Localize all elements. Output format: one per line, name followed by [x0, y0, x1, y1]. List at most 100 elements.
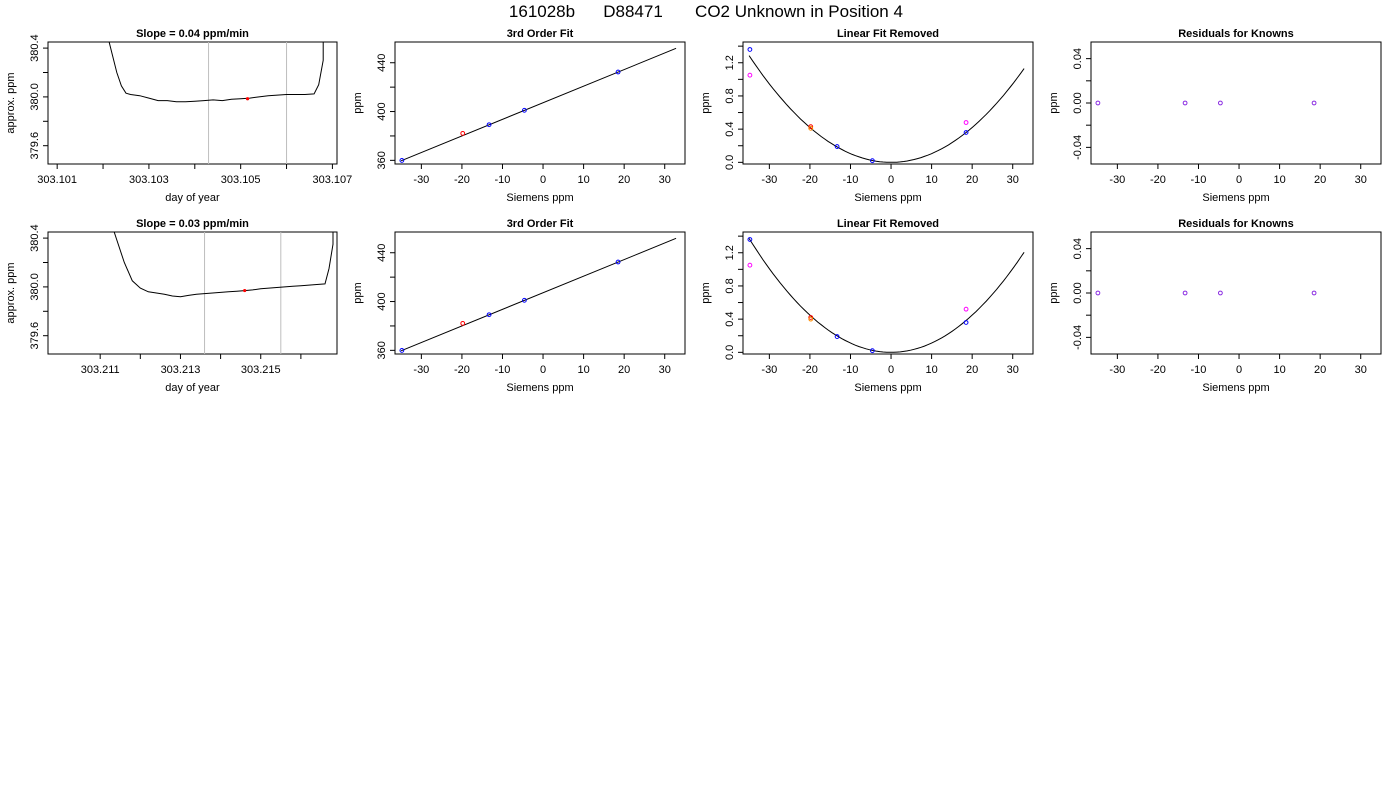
residual-curve — [748, 238, 1025, 353]
residual-curve — [748, 55, 1025, 163]
x-tick-label: 0 — [1236, 364, 1242, 376]
x-tick-label: 0 — [888, 174, 894, 186]
x-axis-label: day of year — [165, 192, 220, 204]
y-axis-label: ppm — [1048, 92, 1060, 113]
known-point — [615, 259, 621, 265]
y-tick-label: 400 — [376, 292, 388, 310]
unknown-point — [460, 130, 466, 136]
y-axis-label: approx. ppm — [5, 72, 17, 133]
x-tick-label: 20 — [618, 364, 630, 376]
known-point — [521, 107, 527, 113]
x-tick-label: 30 — [1355, 364, 1367, 376]
chart-title: 3rd Order Fit — [507, 218, 574, 230]
y-tick-label: 1.2 — [724, 55, 736, 70]
y-tick-label: -0.04 — [1072, 325, 1084, 350]
y-tick-label: 360 — [376, 151, 388, 169]
x-tick-label: 20 — [1314, 174, 1326, 186]
y-tick-label: 0.04 — [1072, 238, 1084, 259]
chart-title: Residuals for Knowns — [1178, 28, 1294, 40]
y-axis-label: ppm — [700, 282, 712, 303]
x-axis-label: Siemens ppm — [854, 192, 921, 204]
x-tick-label: -20 — [454, 174, 470, 186]
plot-frame — [742, 41, 1034, 165]
plot-frame — [1090, 231, 1382, 355]
x-tick-label: -10 — [495, 174, 511, 186]
ppm-trace-line — [108, 42, 324, 103]
plot-frame — [1090, 41, 1382, 165]
y-axis-label: ppm — [352, 92, 364, 113]
chart-title: Linear Fit Removed — [837, 28, 939, 40]
chart-panels: Slope = 0.04 ppm/min day of year approx. p… — [5, 28, 1382, 394]
y-tick-label: 0.0 — [724, 345, 736, 360]
x-tick-label: 10 — [1273, 364, 1285, 376]
x-tick-label: 30 — [1007, 174, 1019, 186]
chart-panel-3: Linear Fit Removed Siemens ppm ppm -30 -20 -1… — [700, 28, 1034, 204]
x-tick-label: 303.213 — [161, 364, 201, 376]
x-tick-label: 10 — [577, 174, 589, 186]
y-tick-label: 0.8 — [724, 278, 736, 293]
y-tick-label: 0.0 — [724, 155, 736, 170]
known-point-blue — [747, 47, 753, 52]
known-point — [399, 348, 405, 353]
ppm-trace-line — [113, 232, 334, 298]
known-point-magenta — [747, 72, 753, 78]
x-axis-label: Siemens ppm — [854, 382, 921, 394]
plot-frame — [394, 41, 686, 165]
y-tick-label: 379.6 — [29, 132, 41, 160]
residual-point — [1095, 290, 1101, 296]
x-tick-label: 303.101 — [37, 174, 77, 186]
plot-frame — [47, 231, 338, 355]
x-tick-label: 10 — [577, 364, 589, 376]
x-tick-label: -30 — [1109, 364, 1125, 376]
plot-area — [399, 237, 677, 353]
residual-point — [1182, 100, 1188, 106]
chart-panel-6: 3rd Order Fit Siemens ppm ppm -30 -20 -10 0 10 2… — [352, 218, 686, 394]
chart-panel-5: Slope = 0.03 ppm/min day of year approx. p… — [5, 218, 338, 394]
x-tick-label: 30 — [1007, 364, 1019, 376]
chart-title: Residuals for Knowns — [1178, 218, 1294, 230]
known-point — [486, 312, 492, 318]
x-tick-label: -20 — [802, 174, 818, 186]
plot-area — [399, 47, 677, 163]
plot-area — [1095, 290, 1317, 296]
x-axis-label: Siemens ppm — [506, 382, 573, 394]
chart-title: 3rd Order Fit — [507, 28, 574, 40]
x-tick-label: -30 — [1109, 174, 1125, 186]
x-tick-label: 0 — [1236, 174, 1242, 186]
plot-area — [113, 232, 334, 354]
y-tick-label: 440 — [376, 54, 388, 72]
known-point-blue — [963, 130, 969, 135]
y-axis-label: approx. ppm — [5, 262, 17, 323]
y-tick-label: 360 — [376, 341, 388, 359]
x-tick-label: 20 — [966, 364, 978, 376]
y-tick-label: 0.8 — [724, 88, 736, 103]
residual-point — [1182, 290, 1188, 296]
y-tick-label: -0.04 — [1072, 135, 1084, 160]
x-tick-label: 0 — [888, 364, 894, 376]
x-axis-label: Siemens ppm — [506, 192, 573, 204]
y-tick-label: 0.04 — [1072, 48, 1084, 69]
residual-point — [1311, 100, 1317, 106]
x-tick-label: 10 — [925, 364, 937, 376]
figure-title-tank: D88471 — [603, 2, 663, 21]
chart-panel-8: Residuals for Knowns Siemens ppm ppm -30 -20… — [1048, 218, 1382, 394]
y-tick-label: 440 — [376, 244, 388, 262]
y-axis-label: ppm — [1048, 282, 1060, 303]
known-point-blue — [747, 237, 753, 242]
x-tick-label: 20 — [966, 174, 978, 186]
x-tick-label: 303.215 — [241, 364, 281, 376]
known-point — [399, 158, 405, 163]
y-tick-label: 0.00 — [1072, 92, 1084, 113]
x-tick-label: 0 — [540, 364, 546, 376]
y-tick-label: 380.0 — [29, 83, 41, 111]
y-axis-label: ppm — [352, 282, 364, 303]
x-tick-label: -30 — [413, 174, 429, 186]
x-tick-label: -10 — [495, 364, 511, 376]
y-tick-label: 0.00 — [1072, 282, 1084, 303]
x-tick-label: -10 — [843, 174, 859, 186]
chart-panel-2: 3rd Order Fit Siemens ppm ppm -30 -20 -10 0 10 2… — [352, 28, 686, 204]
plot-area — [1095, 100, 1317, 106]
x-tick-label: -10 — [1191, 364, 1207, 376]
